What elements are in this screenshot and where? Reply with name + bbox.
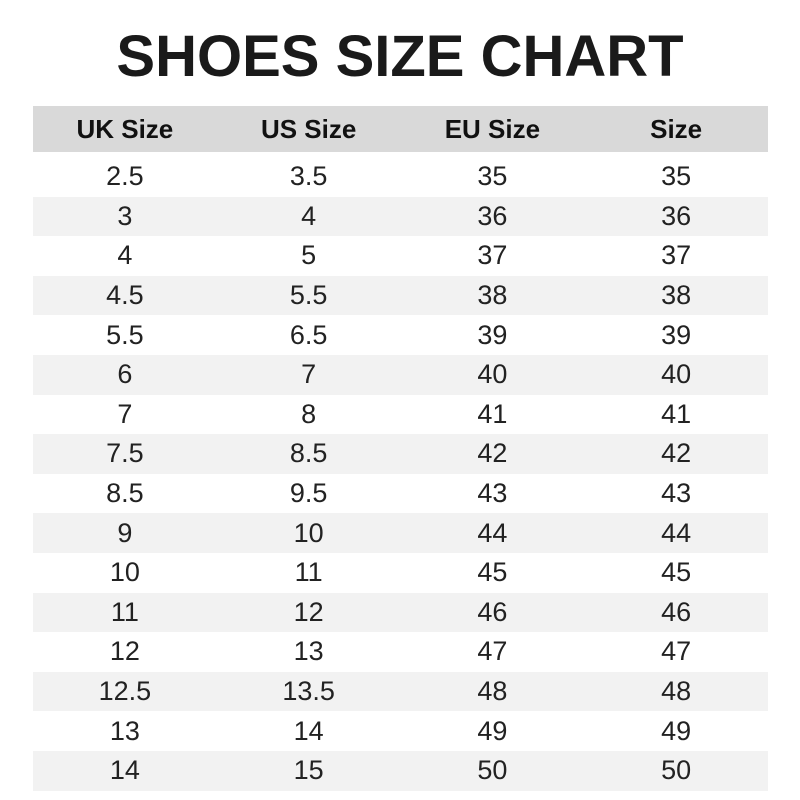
- table-cell: 36: [661, 200, 692, 231]
- table-cell: 40: [477, 359, 508, 390]
- table-cell: 43: [477, 478, 508, 509]
- table-cell: 50: [477, 755, 508, 786]
- table-cell: 42: [477, 438, 508, 469]
- table-body: 2.5 3.5 35 35 3 4 36 36 4 5 37 37 4.5 5.5 38 38 5.5 6.5 39…: [33, 157, 768, 791]
- table-cell: 44: [477, 517, 508, 548]
- table-header: UK Size US Size EU Size Size: [33, 106, 768, 152]
- column-header: US Size: [260, 113, 357, 144]
- table-row: 4.5 5.5 38 38: [33, 275, 768, 316]
- table-cell: 7.5: [106, 438, 144, 469]
- table-cell: 3: [117, 200, 133, 231]
- table-cell: 8.5: [289, 438, 328, 469]
- table-cell: 15: [293, 755, 324, 786]
- table-row: 8.5 9.5 43 43: [33, 474, 768, 514]
- table-row: 5.5 6.5 39 39: [33, 315, 768, 355]
- table-cell: 46: [661, 596, 692, 627]
- table-cell: 37: [661, 240, 692, 271]
- table-cell: 13: [293, 636, 324, 667]
- table-cell: 12.5: [98, 676, 152, 707]
- table-cell: 48: [477, 676, 508, 707]
- table-cell: 39: [661, 319, 692, 350]
- table-cell: 12: [293, 596, 324, 627]
- table-cell: 35: [661, 161, 692, 192]
- table-row: 6 7 40 40: [33, 354, 768, 395]
- table-cell: 44: [661, 517, 692, 548]
- table-cell: 6.5: [289, 319, 328, 350]
- table-row: 13 14 49 49: [33, 711, 768, 751]
- table-cell: 38: [477, 280, 508, 311]
- table-cell: 8: [301, 398, 317, 429]
- table-cell: 7: [301, 359, 317, 390]
- table-cell: 5: [301, 240, 317, 271]
- table-cell: 3.5: [289, 161, 328, 192]
- chart-title: SHOES SIZE CHART: [116, 24, 684, 89]
- table-cell: 46: [477, 596, 508, 627]
- table-row: 14 15 50 50: [33, 750, 768, 791]
- column-header: Size: [650, 113, 703, 144]
- table-cell: 4: [117, 240, 133, 271]
- table-cell: 35: [477, 161, 508, 192]
- table-cell: 10: [293, 517, 324, 548]
- table-cell: 40: [661, 359, 692, 390]
- table-cell: 14: [293, 715, 324, 746]
- table-cell: 2.5: [106, 161, 144, 192]
- table-row: 10 11 45 45: [33, 553, 768, 593]
- table-cell: 47: [477, 636, 508, 667]
- table-row: 3 4 36 36: [33, 196, 768, 237]
- table-row: 9 10 44 44: [33, 513, 768, 553]
- table-cell: 5.5: [106, 319, 144, 350]
- table-cell: 10: [109, 557, 140, 588]
- table-cell: 8.5: [106, 478, 144, 509]
- table-cell: 49: [477, 715, 508, 746]
- table-row: 7.5 8.5 42 42: [33, 434, 768, 474]
- table-cell: 38: [661, 280, 692, 311]
- table-cell: 41: [477, 398, 508, 429]
- table-cell: 11: [294, 557, 323, 588]
- table-cell: 4.5: [106, 280, 144, 311]
- table-row: 11 12 46 46: [33, 592, 768, 633]
- table-cell: 48: [661, 676, 692, 707]
- table-cell: 45: [477, 557, 508, 588]
- table-cell: 45: [661, 557, 692, 588]
- table-cell: 13.5: [282, 676, 335, 707]
- size-table: UK Size US Size EU Size Size 2.5 3.5 35 35 3 4 36…: [33, 106, 768, 791]
- table-cell: 43: [661, 478, 692, 509]
- table-cell: 39: [477, 319, 508, 350]
- table-cell: 41: [661, 398, 692, 429]
- table-cell: 50: [661, 755, 692, 786]
- table-row: 4 5 37 37: [33, 236, 768, 276]
- table-row: 2.5 3.5 35 35: [33, 157, 768, 197]
- column-header: EU Size: [444, 113, 541, 144]
- table-cell: 9.5: [289, 478, 328, 509]
- table-cell: 42: [661, 438, 692, 469]
- table-cell: 6: [117, 359, 133, 390]
- table-cell: 5.5: [289, 280, 328, 311]
- table-cell: 14: [109, 755, 140, 786]
- table-cell: 11: [110, 596, 139, 627]
- table-cell: 47: [661, 636, 692, 667]
- table-row: 12.5 13.5 48 48: [33, 671, 768, 712]
- table-cell: 9: [117, 517, 133, 548]
- table-cell: 49: [661, 715, 692, 746]
- table-cell: 7: [117, 398, 133, 429]
- table-cell: 36: [477, 200, 508, 231]
- table-cell: 4: [301, 200, 317, 231]
- table-cell: 12: [109, 636, 140, 667]
- column-header: UK Size: [76, 113, 174, 144]
- table-row: 7 8 41 41: [33, 395, 768, 435]
- table-row: 12 13 47 47: [33, 632, 768, 672]
- table-cell: 37: [477, 240, 508, 271]
- table-cell: 13: [109, 715, 140, 746]
